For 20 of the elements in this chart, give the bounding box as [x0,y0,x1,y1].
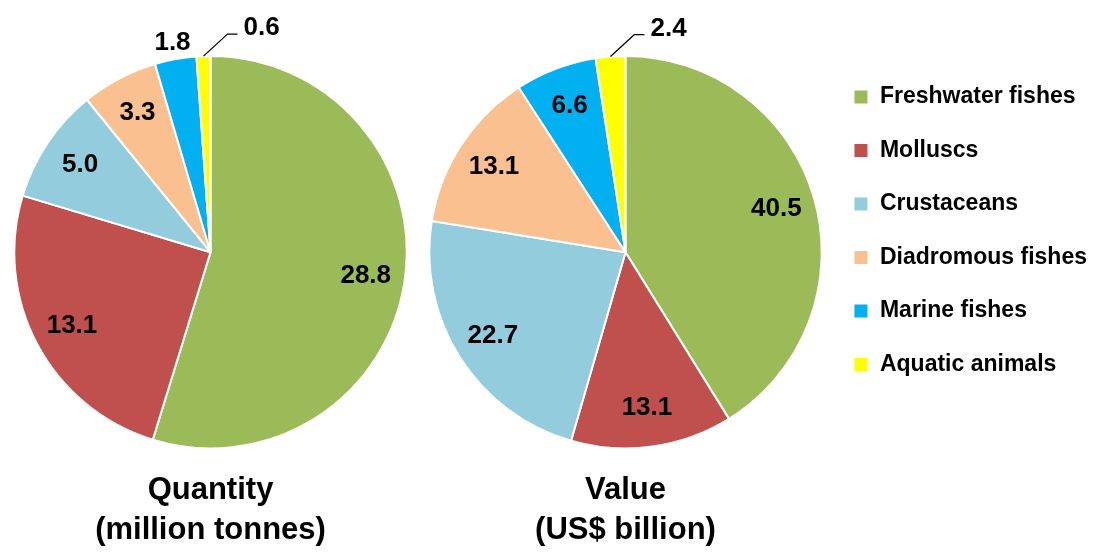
legend-label: Freshwater fishes [879,82,1076,109]
legend-label: Aquatic animals [879,349,1057,376]
data-label: 2.4 [650,11,688,42]
data-label: 0.6 [243,11,280,42]
legend-label: Diadromous fishes [879,242,1087,269]
legend-label: Crustaceans [879,189,1019,216]
legend-label: Molluscs [879,135,979,162]
data-label: 40.5 [751,192,802,223]
data-label: 1.8 [154,25,191,56]
data-label: 13.1 [46,309,98,340]
data-label: 6.6 [551,88,588,119]
legend-label: Marine fishes [879,296,1027,323]
data-label: 13.1 [468,149,520,180]
text: Quantity (million tonnes) [95,471,326,547]
text: Value (US$ billion) [535,471,716,547]
data-label: 28.8 [340,258,392,289]
data-label: 3.3 [119,96,156,127]
data-label: 5.0 [62,147,99,178]
data-label: 13.1 [621,390,673,421]
data-label: 22.7 [467,319,519,350]
